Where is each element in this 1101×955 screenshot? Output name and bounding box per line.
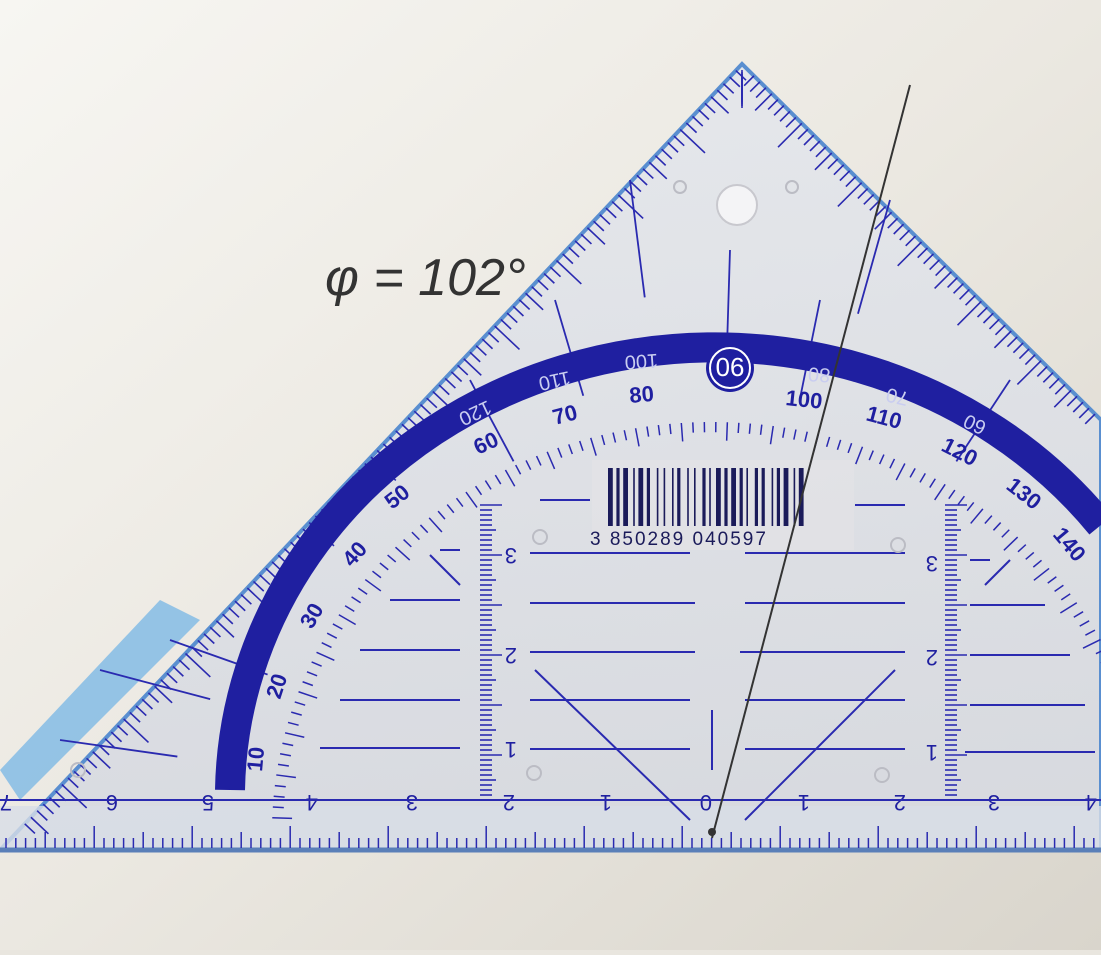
tick-mark: [670, 424, 671, 434]
vscale-left-2: 2: [505, 643, 517, 668]
barcode-bar: [794, 468, 796, 526]
barcode-bar: [647, 468, 650, 526]
tick-mark: [749, 424, 750, 434]
barcode-bar: [694, 468, 696, 526]
barcode-bar: [608, 468, 613, 526]
barcode-bar: [762, 468, 765, 526]
ruler-strip: [0, 806, 1101, 850]
inner-label-100: 100: [624, 349, 659, 373]
barcode-bar: [777, 468, 780, 526]
barcode-bar: [677, 468, 680, 526]
ruler-label-4: 4: [306, 790, 318, 815]
ruler-label-1b: 1: [798, 790, 810, 815]
ruler-label-2: 2: [503, 790, 515, 815]
barcode-bar: [731, 468, 736, 526]
barcode-bar: [672, 468, 674, 526]
ruler-label-2b: 2: [894, 790, 906, 815]
barcode-bar: [633, 468, 635, 526]
vscale-left-1: 1: [505, 737, 517, 762]
ruler-label-3b: 3: [988, 790, 1000, 815]
barcode-bar: [746, 468, 748, 526]
tick-mark: [738, 423, 739, 433]
handwritten-angle-annotation: φ = 102°: [325, 249, 526, 307]
barcode-bar: [716, 468, 721, 526]
tick-mark: [273, 807, 284, 808]
ruler-label-4b: 4: [1085, 790, 1097, 815]
ruler-label-5: 5: [202, 790, 214, 815]
ruler-label-3: 3: [406, 790, 418, 815]
degree-label-80: 80: [628, 381, 655, 408]
barcode-bar: [657, 468, 659, 526]
ruler-label-1: 1: [600, 790, 612, 815]
top-knob: [717, 185, 757, 225]
barcode-bar: [687, 468, 689, 526]
ruler-label-6: 6: [106, 790, 118, 815]
inner-label-80: 80: [807, 362, 831, 385]
barcode-bar: [740, 468, 743, 526]
barcode: 3 850289 040597: [590, 460, 854, 550]
barcode-bar: [664, 468, 666, 526]
center-degree-label: 90: [716, 352, 745, 382]
degree-label-10: 10: [242, 746, 269, 773]
degree-label-100: 100: [784, 385, 823, 414]
ruler-label-7: 7: [0, 790, 12, 815]
barcode-bar: [616, 468, 619, 526]
barcode-bar: [709, 468, 711, 526]
barcode-bar: [724, 468, 727, 526]
barcode-bar: [638, 468, 643, 526]
vscale-right-3: 3: [926, 551, 938, 576]
vscale-left-3: 3: [505, 543, 517, 568]
tick-mark: [274, 796, 285, 797]
vscale-right-1: 1: [926, 740, 938, 765]
barcode-bar: [623, 468, 628, 526]
barcode-bar: [755, 468, 758, 526]
tick-mark: [727, 422, 728, 440]
barcode-bar: [702, 468, 705, 526]
pencil-vertex-point: [708, 828, 716, 836]
vscale-right-2: 2: [926, 645, 938, 670]
barcode-bar: [784, 468, 789, 526]
tick-mark: [272, 818, 292, 819]
ruler-label-0: 0: [700, 790, 712, 815]
barcode-number: 3 850289 040597: [590, 529, 768, 550]
barcode-bar: [772, 468, 774, 526]
